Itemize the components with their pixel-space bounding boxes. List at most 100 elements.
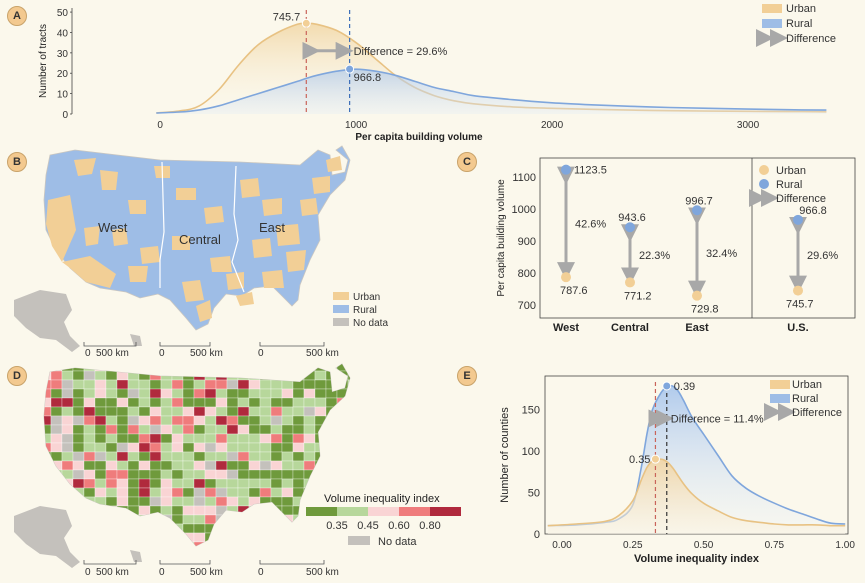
county-cell bbox=[61, 370, 74, 381]
county-cell bbox=[182, 370, 195, 381]
county-cell bbox=[83, 514, 96, 525]
county-cell bbox=[94, 388, 107, 399]
county-cell bbox=[204, 424, 217, 435]
county-cell bbox=[204, 442, 217, 453]
county-cell bbox=[127, 460, 140, 471]
county-cell bbox=[237, 364, 250, 372]
county-cell bbox=[281, 523, 294, 534]
county-cell bbox=[347, 460, 350, 471]
county-cell bbox=[226, 523, 239, 534]
county-cell bbox=[94, 523, 107, 534]
county-cell bbox=[160, 451, 173, 462]
county-cell bbox=[237, 451, 250, 462]
county-cell bbox=[237, 370, 250, 381]
county-cell bbox=[193, 379, 206, 390]
county-cell bbox=[347, 370, 350, 381]
county-cell bbox=[193, 370, 206, 381]
county-cell bbox=[193, 451, 206, 462]
county-cell bbox=[50, 478, 63, 489]
county-cell bbox=[160, 415, 173, 426]
county-cell bbox=[127, 532, 140, 543]
county-cell bbox=[138, 415, 151, 426]
county-cell bbox=[94, 424, 107, 435]
county-cell bbox=[336, 532, 349, 543]
county-cell bbox=[182, 388, 195, 399]
urban-point bbox=[692, 290, 702, 301]
rural-peak-marker bbox=[662, 381, 672, 391]
county-cell bbox=[105, 364, 118, 372]
county-cell bbox=[248, 460, 261, 471]
county-cell bbox=[193, 469, 206, 480]
county-cell bbox=[259, 478, 272, 489]
county-cell bbox=[193, 442, 206, 453]
county-cell bbox=[270, 397, 283, 408]
county-cell bbox=[116, 523, 129, 534]
county-cell bbox=[50, 379, 63, 390]
county-cell bbox=[127, 388, 140, 399]
panel-e-density-chart: 0 50 100 150 0.00 0.25 0.50 0.75 1.00 Volume ineq… bbox=[499, 375, 855, 565]
county-cell bbox=[237, 505, 250, 516]
y-tick-label: 800 bbox=[518, 268, 536, 280]
county-cell bbox=[50, 433, 63, 444]
county-cell bbox=[116, 388, 129, 399]
county-cell bbox=[204, 523, 217, 534]
county-cell bbox=[325, 469, 338, 480]
county-cell bbox=[61, 442, 74, 453]
county-cell bbox=[193, 523, 206, 534]
county-cell bbox=[116, 424, 129, 435]
hawaii-shape bbox=[130, 334, 142, 346]
county-cell bbox=[94, 397, 107, 408]
legend-swatch-urban bbox=[762, 4, 782, 13]
county-cell bbox=[259, 433, 272, 444]
county-cell bbox=[105, 406, 118, 417]
county-cell bbox=[116, 505, 129, 516]
county-cell bbox=[215, 364, 228, 372]
y-tick-label: 1000 bbox=[512, 204, 536, 216]
rural-value-label: 996.7 bbox=[685, 195, 713, 207]
county-cell bbox=[94, 478, 107, 489]
county-cell bbox=[270, 541, 283, 546]
county-cell bbox=[127, 451, 140, 462]
county-cell bbox=[193, 487, 206, 498]
county-cell bbox=[138, 496, 151, 507]
county-cell bbox=[347, 478, 350, 489]
county-cell bbox=[160, 505, 173, 516]
county-cell bbox=[215, 541, 228, 546]
county-cell bbox=[182, 379, 195, 390]
county-cell bbox=[149, 424, 162, 435]
legend-swatch-urban bbox=[770, 380, 790, 389]
county-cell bbox=[237, 469, 250, 480]
county-cell bbox=[61, 406, 74, 417]
county-cell bbox=[336, 541, 349, 546]
county-cell bbox=[248, 478, 261, 489]
county-cell bbox=[325, 541, 338, 546]
county-cell bbox=[336, 469, 349, 480]
county-cell bbox=[160, 370, 173, 381]
county-cell bbox=[149, 379, 162, 390]
urban-value-label: 745.7 bbox=[786, 299, 814, 311]
county-cell bbox=[259, 442, 272, 453]
county-cell bbox=[160, 460, 173, 471]
county-cell bbox=[83, 424, 96, 435]
county-cell bbox=[182, 487, 195, 498]
county-cell bbox=[116, 478, 129, 489]
legend-swatch-urban bbox=[759, 165, 769, 175]
county-cell bbox=[292, 415, 305, 426]
county-cell bbox=[127, 379, 140, 390]
county-cell bbox=[149, 388, 162, 399]
county-cell bbox=[171, 532, 184, 543]
county-cell bbox=[160, 379, 173, 390]
x-category-label: U.S. bbox=[787, 322, 808, 334]
county-cell bbox=[259, 487, 272, 498]
county-cell bbox=[94, 532, 107, 543]
county-cell bbox=[105, 379, 118, 390]
county-cell bbox=[171, 487, 184, 498]
county-cell bbox=[116, 406, 129, 417]
county-cell bbox=[347, 379, 350, 390]
county-cell bbox=[44, 487, 52, 498]
county-cell bbox=[347, 469, 350, 480]
county-cell bbox=[314, 442, 327, 453]
county-cell bbox=[248, 379, 261, 390]
county-cell bbox=[325, 424, 338, 435]
panel-badge-b: B bbox=[7, 152, 27, 172]
